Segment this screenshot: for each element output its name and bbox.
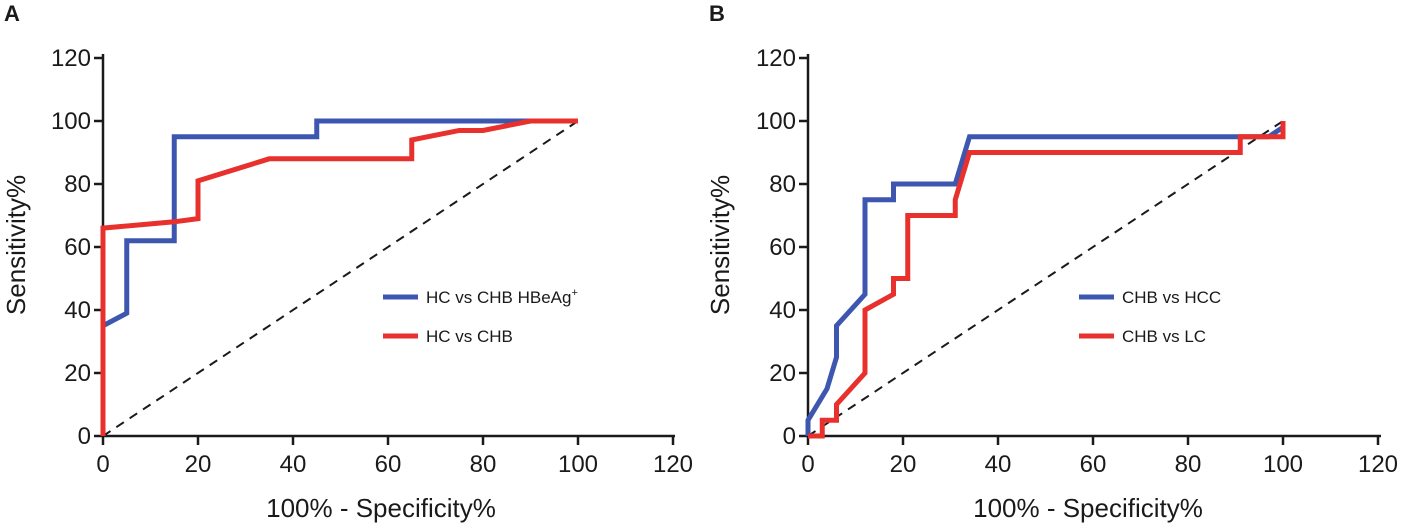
panel-a-legend: HC vs CHB HBeAg+ HC vs CHB bbox=[383, 287, 578, 346]
panel-b-legend: CHB vs HCC CHB vs LC bbox=[1079, 288, 1221, 346]
panel-b-ticks: 0 20 40 60 80 100 120 0 20 40 60 80 100 120 bbox=[756, 45, 1398, 478]
panel-b-y-tick-label-0: 0 bbox=[783, 423, 796, 450]
panel-b-x-tick-label-40: 40 bbox=[985, 451, 1012, 478]
panel-b-x-tick-label-60: 60 bbox=[1080, 451, 1107, 478]
panel-a-x-tick-label-100: 100 bbox=[558, 451, 598, 478]
panel-a-x-tick-label-80: 80 bbox=[470, 451, 497, 478]
panel-b-x-tick-label-120: 120 bbox=[1358, 451, 1398, 478]
panel-b-x-axis-title: 100% - Specificity% bbox=[973, 493, 1203, 523]
panel-b: B 0 20 40 60 80 100 120 0 20 40 60 80 100 120 100% - … bbox=[705, 1, 1398, 523]
panel-a-legend-label-2: HC vs CHB bbox=[426, 327, 513, 346]
panel-b-y-tick-label-60: 60 bbox=[769, 234, 796, 261]
panel-a-series-1-line bbox=[100, 118, 578, 329]
panel-b-y-tick-label-100: 100 bbox=[756, 108, 796, 135]
panel-b-x-tick-label-20: 20 bbox=[890, 451, 917, 478]
panel-a-x-axis-title: 100% - Specificity% bbox=[266, 493, 496, 523]
panel-a-x-tick-label-0: 0 bbox=[96, 451, 109, 478]
panel-a-x-tick-label-60: 60 bbox=[375, 451, 402, 478]
panel-a-y-tick-label-80: 80 bbox=[64, 171, 91, 198]
panel-b-x-tick-label-80: 80 bbox=[1175, 451, 1202, 478]
panel-a: A 0 20 40 60 80 100 120 0 20 40 60 80 100 120 100% - … bbox=[1, 1, 693, 523]
panel-a-y-tick-label-40: 40 bbox=[64, 297, 91, 324]
panel-a-series bbox=[100, 118, 578, 436]
panel-a-x-tick-label-120: 120 bbox=[653, 451, 693, 478]
panel-a-y-tick-label-120: 120 bbox=[51, 45, 91, 72]
panel-a-ticks: 0 20 40 60 80 100 120 0 20 40 60 80 100 120 bbox=[51, 45, 693, 478]
panel-b-legend-label-1: CHB vs HCC bbox=[1122, 288, 1221, 307]
panel-b-x-tick-label-0: 0 bbox=[801, 451, 814, 478]
panel-a-x-tick-label-20: 20 bbox=[185, 451, 212, 478]
panel-b-label: B bbox=[709, 1, 725, 26]
panel-b-legend-label-2: CHB vs LC bbox=[1122, 327, 1206, 346]
panel-b-x-tick-label-100: 100 bbox=[1263, 451, 1303, 478]
panel-a-y-tick-label-0: 0 bbox=[78, 423, 91, 450]
panel-a-x-tick-label-40: 40 bbox=[280, 451, 307, 478]
panel-a-y-tick-label-60: 60 bbox=[64, 234, 91, 261]
panel-a-label: A bbox=[4, 1, 20, 26]
panel-b-y-tick-label-80: 80 bbox=[769, 171, 796, 198]
panel-b-y-tick-label-20: 20 bbox=[769, 360, 796, 387]
panel-b-y-tick-label-120: 120 bbox=[756, 45, 796, 72]
panel-b-y-tick-label-40: 40 bbox=[769, 297, 796, 324]
panel-a-y-axis-title: Sensitivity% bbox=[1, 175, 31, 315]
panel-b-reference-line bbox=[807, 120, 1284, 437]
panel-b-series-1-line bbox=[805, 121, 1286, 436]
panel-a-y-tick-label-20: 20 bbox=[64, 360, 91, 387]
panel-a-legend-label-1: HC vs CHB HBeAg+ bbox=[426, 287, 578, 307]
panel-a-series-2-line bbox=[100, 118, 578, 436]
panel-b-series bbox=[805, 121, 1286, 439]
panel-a-y-tick-label-100: 100 bbox=[51, 108, 91, 135]
panel-b-series-2-line bbox=[808, 121, 1286, 439]
panel-b-y-axis-title: Sensitivity% bbox=[705, 175, 735, 315]
